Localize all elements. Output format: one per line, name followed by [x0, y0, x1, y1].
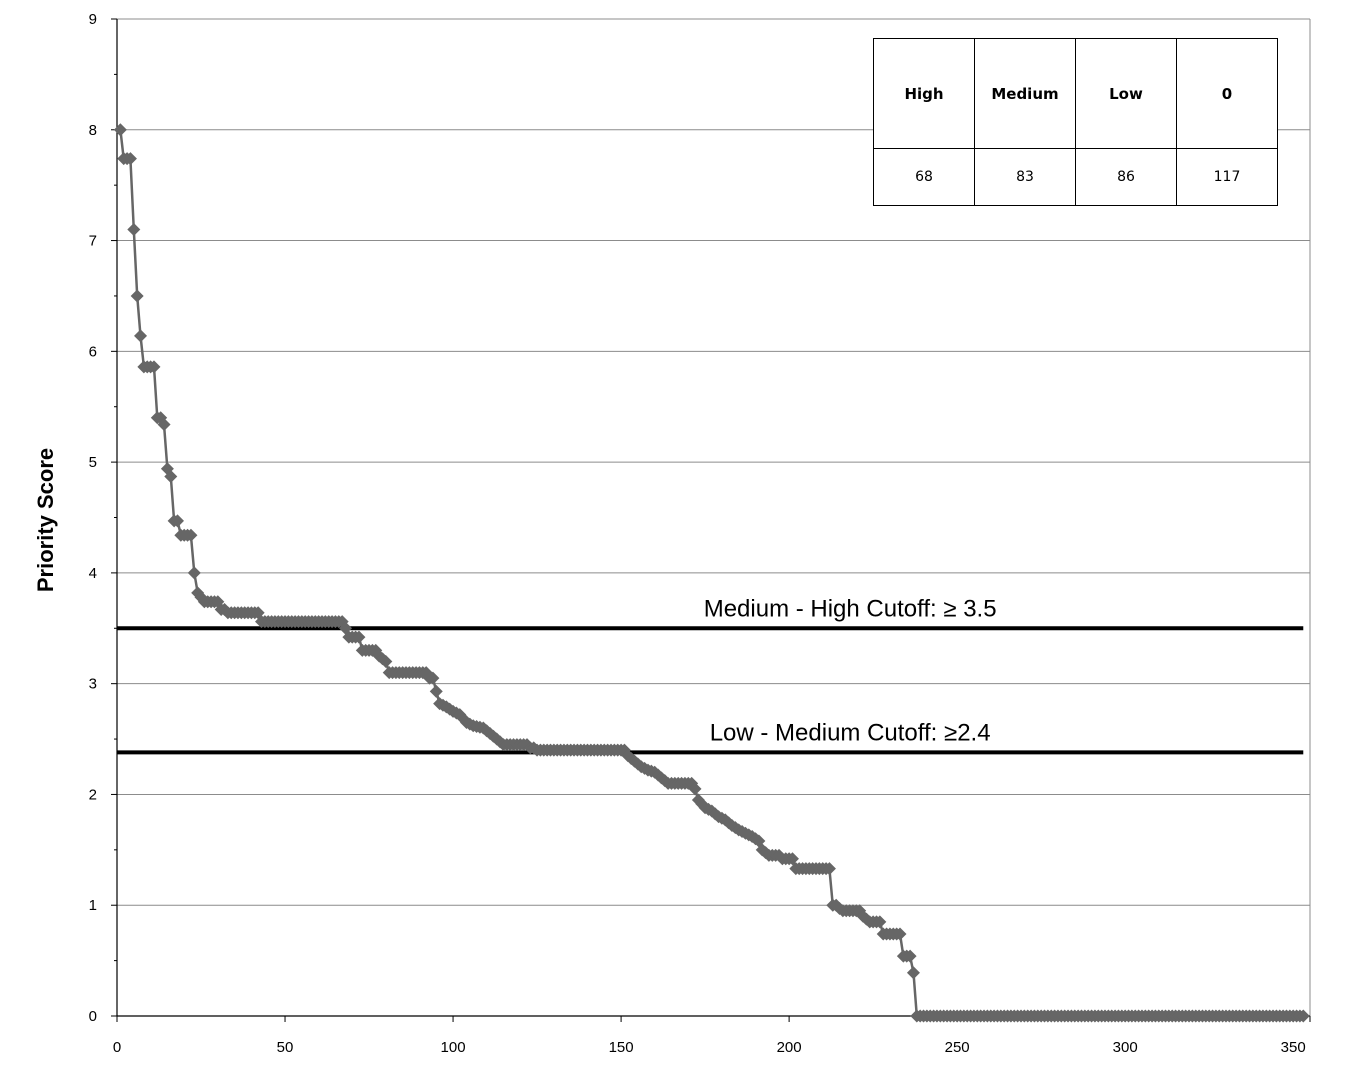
- data-point: [187, 566, 201, 580]
- data-point: [429, 684, 443, 698]
- data-point: [903, 949, 917, 963]
- table-value-high: 68: [873, 148, 975, 206]
- table-header-zero: 0: [1176, 38, 1278, 149]
- x-tick-label: 150: [609, 1039, 634, 1056]
- data-point: [379, 655, 393, 669]
- y-tick-label: 9: [89, 11, 97, 28]
- data-point: [352, 630, 366, 644]
- data-point: [873, 915, 887, 929]
- table-value-zero: 117: [1176, 148, 1278, 206]
- data-point: [893, 927, 907, 941]
- y-tick-label: 8: [89, 122, 97, 139]
- x-tick-label: 350: [1281, 1039, 1306, 1056]
- y-tick-label: 6: [89, 343, 97, 360]
- data-point: [184, 528, 198, 542]
- table-header-high: High: [873, 38, 975, 149]
- table-header-medium: Medium: [974, 38, 1076, 149]
- data-point: [164, 470, 178, 484]
- x-tick-label: 300: [1113, 1039, 1138, 1056]
- data-point: [785, 852, 799, 866]
- data-point: [170, 514, 184, 528]
- data-point: [123, 152, 137, 166]
- table-header-row: High Medium Low 0: [873, 38, 1278, 149]
- y-tick-label: 3: [89, 676, 97, 693]
- category-count-table: High Medium Low 0 68 83 86 117: [873, 38, 1278, 206]
- table-value-low: 86: [1075, 148, 1177, 206]
- table-header-low: Low: [1075, 38, 1177, 149]
- data-point: [688, 782, 702, 796]
- data-point: [113, 123, 127, 137]
- x-tick-label: 100: [441, 1039, 466, 1056]
- low-medium-cutoff-label: Low - Medium Cutoff: ≥2.4: [710, 719, 991, 746]
- y-tick-label: 0: [89, 1008, 97, 1025]
- x-tick-label: 250: [945, 1039, 970, 1056]
- x-tick-label: 200: [777, 1039, 802, 1056]
- table-value-medium: 83: [974, 148, 1076, 206]
- data-point: [130, 289, 144, 303]
- y-tick-label: 1: [89, 897, 97, 914]
- y-tick-label: 7: [89, 233, 97, 250]
- data-point: [147, 360, 161, 374]
- data-point: [822, 862, 836, 876]
- x-tick-label: 50: [277, 1039, 294, 1056]
- y-tick-label: 4: [89, 565, 97, 582]
- y-tick-label: 2: [89, 786, 97, 803]
- medium-high-cutoff-label: Medium - High Cutoff: ≥ 3.5: [704, 595, 997, 622]
- y-tick-label: 5: [89, 454, 97, 471]
- data-point: [906, 966, 920, 980]
- data-point: [127, 222, 141, 236]
- data-point: [134, 329, 148, 343]
- data-point: [426, 671, 440, 685]
- table-value-row: 68 83 86 117: [873, 148, 1278, 206]
- data-point: [1296, 1009, 1310, 1023]
- x-tick-label: 0: [113, 1039, 121, 1056]
- data-point: [157, 417, 171, 431]
- y-axis-title: Priority Score: [33, 448, 58, 592]
